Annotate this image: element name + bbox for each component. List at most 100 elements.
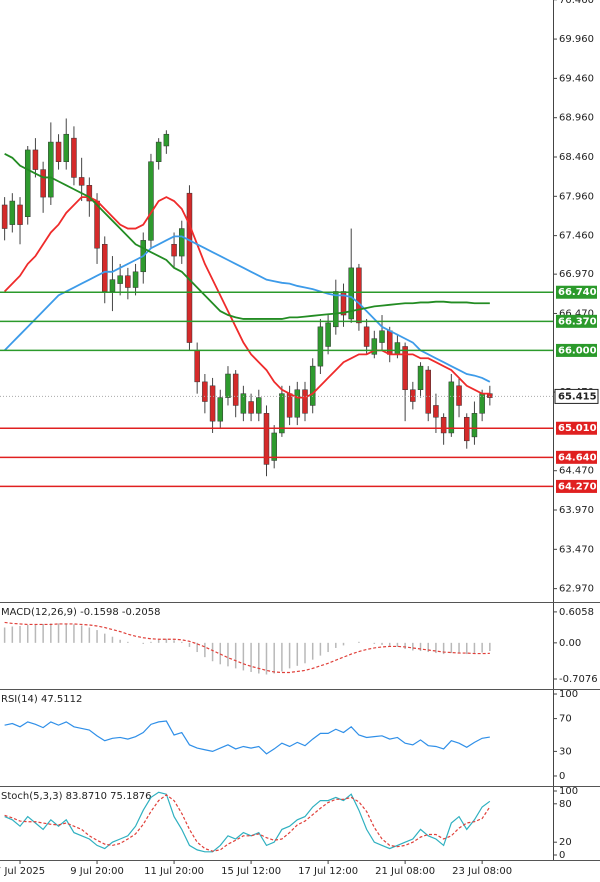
y-tick-label: 68.460	[559, 152, 594, 163]
candle-body	[394, 342, 401, 355]
candle-body	[471, 413, 478, 438]
y-tick-label: 0.00	[559, 638, 581, 649]
candle-body	[371, 338, 378, 355]
candle-body	[163, 133, 170, 147]
x-tick-label: 11 Jul 20:00	[144, 866, 204, 877]
candle-body	[294, 389, 301, 418]
level-label-box	[556, 421, 597, 435]
candle-body	[333, 291, 339, 328]
candle-body	[63, 133, 69, 162]
candle-body	[125, 275, 131, 288]
level-label-box	[556, 479, 597, 493]
candle-body	[94, 200, 100, 249]
y-tick-label: 70	[559, 714, 572, 725]
level-label: 66.370	[558, 316, 597, 327]
y-tick-label: 68.960	[559, 113, 594, 124]
candle-body	[433, 405, 439, 418]
candle-body	[317, 326, 324, 367]
level-label-box	[556, 343, 597, 357]
y-tick-label: 69.960	[559, 34, 594, 45]
candle-body	[48, 141, 54, 198]
x-tick-label: 23 Jul 08:00	[452, 866, 512, 877]
x-tick-label: 17 Jul 12:00	[298, 866, 358, 877]
y-tick-label: 70.460	[559, 0, 594, 6]
candle-body	[71, 137, 77, 178]
candle-body	[440, 416, 447, 434]
candle-body	[209, 385, 216, 422]
panel-title: RSI(14) 47.5112	[1, 694, 82, 705]
last-price-box	[554, 388, 599, 404]
candle-body	[309, 365, 316, 406]
candle-body	[379, 330, 385, 343]
moving-average	[3, 196, 490, 399]
y-tick-label: 0	[559, 771, 565, 782]
y-tick-label: 100	[559, 786, 578, 797]
candle-body	[109, 279, 116, 292]
candle-body	[217, 397, 224, 422]
candle-body	[202, 381, 208, 402]
candle-body	[487, 393, 493, 398]
candle-body	[132, 271, 139, 288]
y-tick-label: 62.970	[559, 584, 594, 595]
candle-body	[225, 373, 231, 398]
panel-title: MACD(12,26,9) -0.1598 -0.2058	[1, 607, 161, 618]
candle-body	[248, 401, 254, 414]
y-tick-label: 63.970	[559, 505, 594, 516]
candle-body	[363, 326, 370, 347]
level-label-box	[556, 285, 597, 299]
candle-body	[340, 291, 347, 316]
candle-body	[463, 416, 470, 442]
y-tick-label: 20	[559, 837, 572, 848]
y-tick-label: 67.460	[559, 231, 594, 242]
level-label-box	[556, 314, 597, 328]
candle-body	[78, 177, 85, 186]
indicator-line	[4, 720, 490, 755]
panel-title: Stoch(5,3,3) 83.8710 75.1876	[1, 791, 152, 802]
moving-average	[3, 235, 491, 383]
candle-body	[171, 244, 177, 257]
candle-body	[417, 365, 424, 390]
y-tick-label: 67.960	[559, 191, 594, 202]
candle-body	[348, 267, 354, 320]
level-label: 64.270	[558, 481, 597, 492]
level-label: 64.640	[558, 452, 597, 463]
candle-body	[410, 389, 416, 402]
candle-body	[86, 185, 93, 202]
candle-body	[325, 322, 331, 347]
candle-body	[232, 373, 239, 406]
y-tick-label: 69.460	[559, 73, 594, 84]
y-tick-label: 66.970	[559, 269, 594, 280]
last-price-label: 65.415	[558, 391, 597, 402]
candle-body	[448, 381, 455, 434]
candle-body	[356, 267, 362, 324]
candle-body	[17, 204, 23, 225]
candle-body	[286, 393, 293, 418]
x-tick-label: 7 Jul 2025	[0, 866, 45, 877]
y-tick-label: 80	[559, 799, 572, 810]
y-tick-label: 30	[559, 746, 572, 757]
candle-body	[40, 169, 46, 198]
candle-body	[263, 413, 270, 465]
y-tick-label: 64.470	[559, 466, 594, 477]
candle-body	[9, 200, 16, 225]
candle-body	[186, 192, 193, 343]
candle-body	[24, 149, 31, 218]
candle-body	[456, 385, 462, 406]
y-tick-label: -0.7076	[559, 674, 598, 685]
y-tick-label: 63.470	[559, 544, 594, 555]
level-label: 66.740	[558, 287, 597, 298]
x-tick-label: 9 Jul 20:00	[70, 866, 124, 877]
x-tick-label: 21 Jul 08:00	[375, 866, 435, 877]
candle-body	[271, 432, 277, 461]
indicator-line	[4, 621, 490, 674]
y-tick-label: 0	[559, 850, 565, 861]
candle-body	[155, 141, 162, 162]
candle-body	[1, 204, 8, 229]
candle-body	[240, 393, 247, 414]
candle-body	[32, 149, 39, 170]
y-tick-label: 0.6058	[559, 607, 594, 618]
candle-body	[101, 244, 108, 292]
